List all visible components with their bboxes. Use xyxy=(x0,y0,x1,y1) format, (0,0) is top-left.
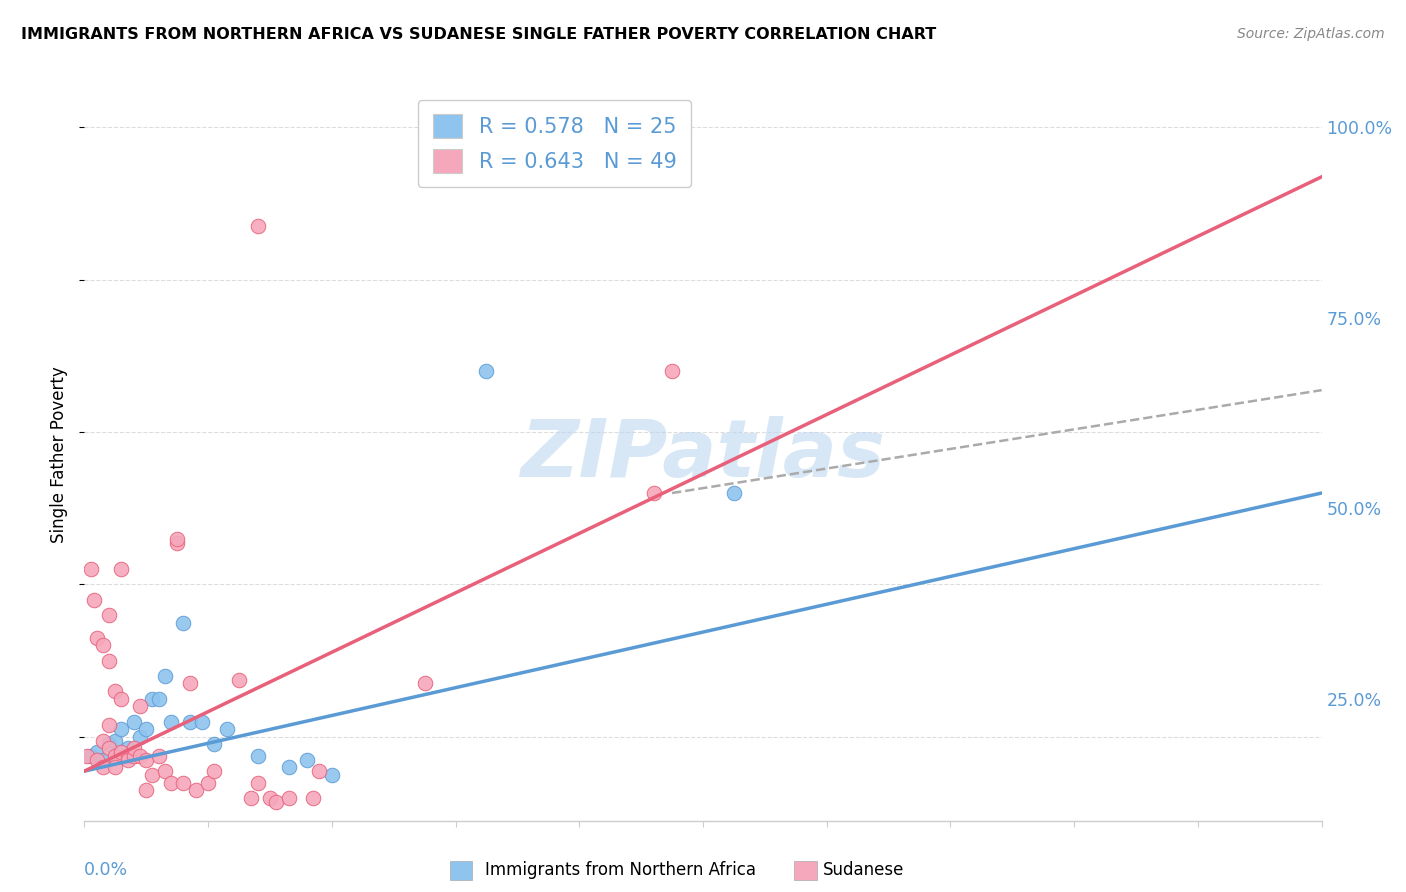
Point xyxy=(83,592,105,607)
Point xyxy=(166,535,188,549)
Point xyxy=(104,684,127,698)
Point xyxy=(148,748,170,763)
Point xyxy=(277,790,299,805)
Point xyxy=(321,768,343,782)
Point xyxy=(228,673,250,687)
Point xyxy=(98,741,121,756)
Point xyxy=(246,775,269,789)
Point xyxy=(643,486,665,500)
Point xyxy=(259,790,281,805)
Point xyxy=(129,748,152,763)
Point xyxy=(302,790,325,805)
Point xyxy=(202,738,225,752)
Point xyxy=(79,562,101,576)
Point xyxy=(129,699,152,714)
Point xyxy=(153,764,176,778)
Text: Sudanese: Sudanese xyxy=(823,861,904,879)
Point xyxy=(86,631,108,645)
Point xyxy=(246,748,269,763)
Point xyxy=(172,615,194,630)
Point xyxy=(166,532,188,546)
Point xyxy=(110,723,132,737)
Point xyxy=(104,748,127,763)
Point xyxy=(110,745,132,759)
Point xyxy=(160,714,183,729)
Text: IMMIGRANTS FROM NORTHERN AFRICA VS SUDANESE SINGLE FATHER POVERTY CORRELATION CH: IMMIGRANTS FROM NORTHERN AFRICA VS SUDAN… xyxy=(21,27,936,42)
Point xyxy=(91,639,114,653)
Point xyxy=(141,691,163,706)
Point xyxy=(104,760,127,774)
Point xyxy=(98,738,121,752)
Point xyxy=(91,753,114,767)
Point xyxy=(723,486,745,500)
Point xyxy=(135,753,157,767)
Point xyxy=(308,764,330,778)
Point xyxy=(197,775,219,789)
Point xyxy=(295,753,318,767)
Point xyxy=(475,364,498,378)
Point xyxy=(184,783,207,797)
Point xyxy=(148,691,170,706)
Point xyxy=(86,753,108,767)
Point xyxy=(141,768,163,782)
Point xyxy=(104,733,127,747)
Point xyxy=(172,775,194,789)
Point xyxy=(160,775,183,789)
Point xyxy=(110,691,132,706)
Point xyxy=(122,714,145,729)
Point xyxy=(277,760,299,774)
Text: 0.0%: 0.0% xyxy=(84,861,128,879)
Point xyxy=(179,714,201,729)
Point xyxy=(153,669,176,683)
Point xyxy=(117,748,139,763)
Point xyxy=(98,718,121,732)
Point xyxy=(117,741,139,756)
Point xyxy=(135,723,157,737)
Text: ZIPatlas: ZIPatlas xyxy=(520,416,886,494)
Point xyxy=(76,748,98,763)
Y-axis label: Single Father Poverty: Single Father Poverty xyxy=(51,367,69,543)
Point xyxy=(122,748,145,763)
Point xyxy=(79,748,101,763)
Point xyxy=(661,364,683,378)
Point xyxy=(413,676,436,690)
Point xyxy=(117,753,139,767)
Point xyxy=(91,733,114,747)
Point xyxy=(98,607,121,622)
Point xyxy=(264,795,287,809)
Point xyxy=(215,723,238,737)
Point xyxy=(246,219,269,234)
Point xyxy=(110,562,132,576)
Point xyxy=(122,741,145,756)
Point xyxy=(98,654,121,668)
Point xyxy=(135,783,157,797)
Point xyxy=(129,730,152,744)
Point xyxy=(86,745,108,759)
Text: Immigrants from Northern Africa: Immigrants from Northern Africa xyxy=(485,861,756,879)
Point xyxy=(179,676,201,690)
Text: Source: ZipAtlas.com: Source: ZipAtlas.com xyxy=(1237,27,1385,41)
Point xyxy=(240,790,263,805)
Legend: R = 0.578   N = 25, R = 0.643   N = 49: R = 0.578 N = 25, R = 0.643 N = 49 xyxy=(418,100,690,187)
Point xyxy=(91,760,114,774)
Point xyxy=(202,764,225,778)
Point xyxy=(191,714,214,729)
